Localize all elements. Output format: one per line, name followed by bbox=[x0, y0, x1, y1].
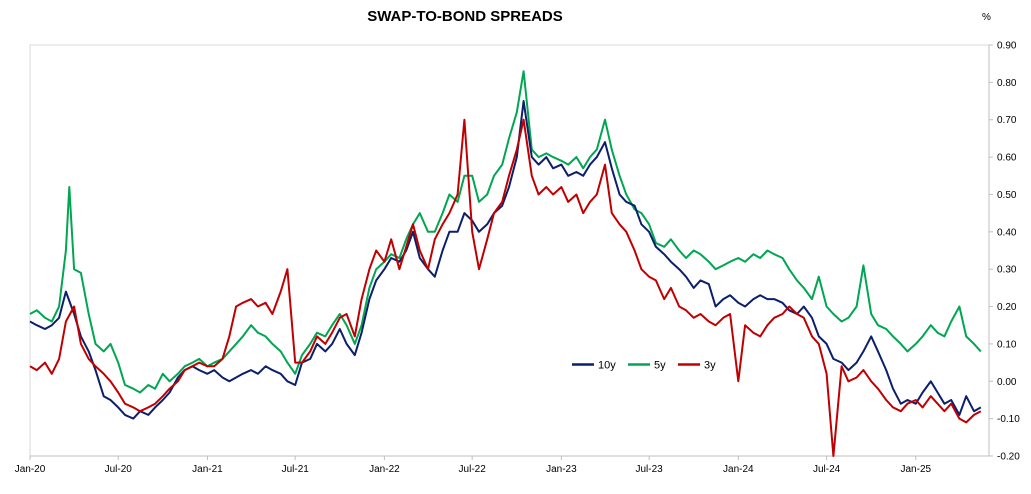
x-tick-label: Jan-24 bbox=[723, 464, 754, 475]
x-tick-label: Jul-21 bbox=[282, 464, 310, 475]
x-tick-label: Jan-20 bbox=[15, 464, 46, 475]
legend-label-10y: 10y bbox=[598, 359, 616, 371]
series-line-5y bbox=[29, 70, 982, 394]
x-tick-label: Jan-25 bbox=[901, 464, 932, 475]
legend-label-3y: 3y bbox=[704, 359, 716, 371]
y-tick-label: -0.20 bbox=[997, 452, 1020, 463]
x-tick-label: Jul-24 bbox=[813, 464, 841, 475]
y-tick-label: 0.60 bbox=[997, 153, 1017, 164]
y-tick-label: 0.80 bbox=[997, 78, 1017, 89]
series-layer bbox=[29, 70, 982, 457]
y-tick-label: 0.90 bbox=[997, 41, 1017, 52]
y-tick-label: -0.10 bbox=[997, 414, 1020, 425]
axis-layer: -0.20 -0.10 0.00 0.10 0.20 0.30 0.40 0.50 0.60 0.… bbox=[15, 41, 1021, 476]
plot-area-frame bbox=[29, 44, 990, 457]
y-tick-label: 0.00 bbox=[997, 377, 1017, 388]
x-tick-label: Jul-22 bbox=[459, 464, 487, 475]
chart-title: SWAP-TO-BOND SPREADS bbox=[367, 8, 563, 25]
x-tick-label: Jul-23 bbox=[636, 464, 664, 475]
y-tick-label: 0.10 bbox=[997, 339, 1017, 350]
x-tick-label: Jan-21 bbox=[192, 464, 223, 475]
y-tick-label: 0.20 bbox=[997, 302, 1017, 313]
x-tick-label: Jan-23 bbox=[546, 464, 577, 475]
y-tick-label: 0.30 bbox=[997, 265, 1017, 276]
unit-label: % bbox=[982, 12, 991, 23]
x-tick-label: Jan-22 bbox=[369, 464, 400, 475]
y-tick-label: 0.70 bbox=[997, 115, 1017, 126]
series-line-3y bbox=[29, 118, 982, 457]
y-tick-label: 0.50 bbox=[997, 190, 1017, 201]
legend-label-5y: 5y bbox=[654, 359, 666, 371]
y-tick-label: 0.40 bbox=[997, 227, 1017, 238]
legend: 10y 5y 3y bbox=[572, 359, 716, 371]
x-tick-label: Jul-20 bbox=[105, 464, 133, 475]
